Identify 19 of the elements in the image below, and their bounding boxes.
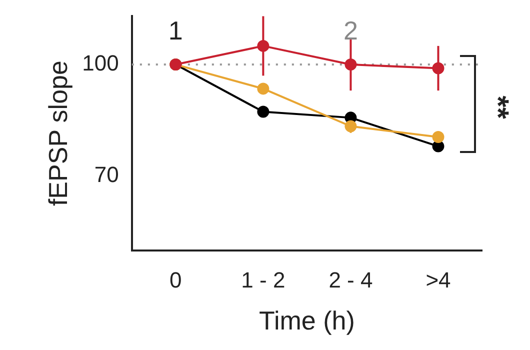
annotation: 1 xyxy=(168,15,183,46)
point xyxy=(432,62,444,74)
x-axis-title: Time (h) xyxy=(259,306,355,336)
x-tick-label: >4 xyxy=(426,268,451,293)
y-tick-label: 100 xyxy=(82,50,119,76)
annotation: ** xyxy=(480,96,514,120)
x-tick-label: 1 - 2 xyxy=(241,268,286,293)
point xyxy=(257,40,270,52)
x-tick-label: 0 xyxy=(170,268,182,293)
point xyxy=(432,131,444,144)
point xyxy=(344,58,357,71)
y-tick-label: 70 xyxy=(94,162,119,188)
annotation: 2 xyxy=(343,15,358,46)
y-axis-title: fEPSP slope xyxy=(42,60,73,206)
x-tick-label: 2 - 4 xyxy=(328,268,373,293)
point xyxy=(432,140,444,152)
point xyxy=(344,120,357,132)
point xyxy=(257,82,270,95)
point xyxy=(257,106,270,118)
